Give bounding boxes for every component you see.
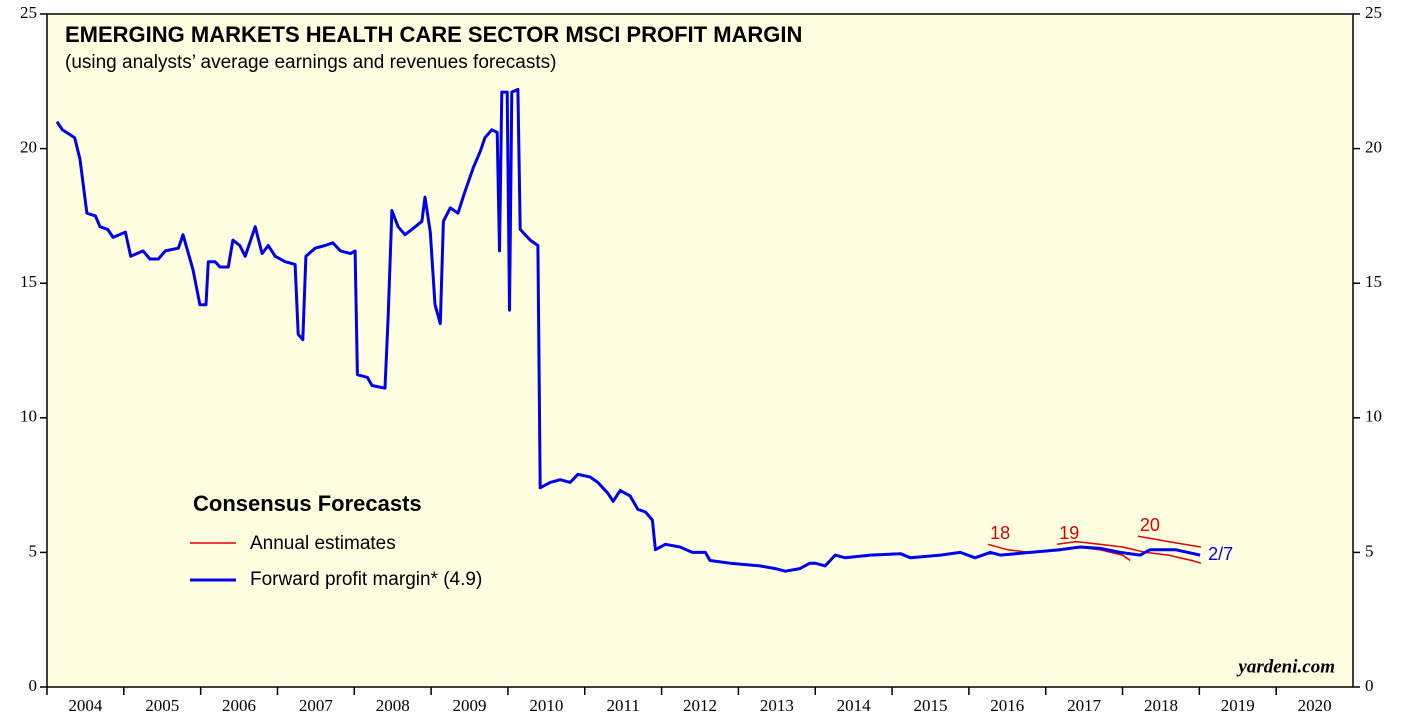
plot-area (46, 13, 1354, 688)
x-tick-label: 2018 (1144, 696, 1178, 715)
estimate-label: 19 (1059, 523, 1079, 543)
legend-title: Consensus Forecasts (193, 491, 422, 516)
y-tick-label: 0 (29, 676, 38, 695)
estimate-label: 20 (1140, 515, 1160, 535)
end-label: 2/7 (1208, 544, 1233, 564)
estimate-line (1057, 540, 1202, 564)
y2-tick-label: 20 (1365, 138, 1382, 157)
y2-tick-label: 10 (1365, 407, 1382, 426)
x-tick-label: 2006 (222, 696, 256, 715)
y-tick-label: 10 (20, 407, 37, 426)
x-tick-label: 2016 (990, 696, 1024, 715)
legend-label: Forward profit margin* (4.9) (250, 569, 482, 590)
y2-tick-label: 15 (1365, 272, 1382, 291)
series-line (55, 87, 1201, 573)
y2-tick-label: 5 (1365, 541, 1374, 560)
x-tick-label: 2007 (299, 696, 334, 715)
x-tick-label: 2004 (68, 696, 103, 715)
x-tick-label: 2010 (529, 696, 563, 715)
y-tick-label: 15 (20, 272, 37, 291)
x-tick-label: 2015 (913, 696, 947, 715)
source: yardeni.com (1236, 656, 1335, 677)
y2-tick-label: 25 (1365, 3, 1382, 22)
x-tick-label: 2014 (837, 696, 872, 715)
chart-subtitle: (using analysts’ average earnings and re… (65, 52, 556, 73)
legend-label: Annual estimates (250, 533, 396, 554)
chart-title: EMERGING MARKETS HEALTH CARE SECTOR MSCI… (65, 22, 802, 47)
estimate-label: 18 (990, 523, 1010, 543)
x-tick-label: 2013 (760, 696, 794, 715)
x-tick-label: 2017 (1067, 696, 1102, 715)
x-tick-label: 2005 (145, 696, 179, 715)
x-tick-label: 2012 (683, 696, 717, 715)
y-tick-label: 5 (29, 541, 38, 560)
y2-tick-label: 0 (1365, 676, 1374, 695)
y-tick-label: 25 (20, 3, 37, 22)
x-tick-label: 2020 (1298, 696, 1332, 715)
y-tick-label: 20 (20, 138, 37, 157)
x-tick-label: 2009 (453, 696, 487, 715)
x-tick-label: 2011 (606, 696, 639, 715)
x-tick-label: 2008 (376, 696, 410, 715)
x-tick-label: 2019 (1221, 696, 1255, 715)
estimate-line (1137, 535, 1202, 548)
